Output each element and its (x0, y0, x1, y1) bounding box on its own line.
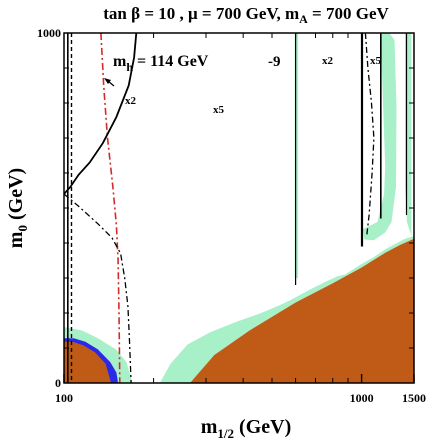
dashdot-contour-right (364, 33, 375, 237)
x-tick-label: 100 (55, 391, 73, 405)
y-axis-label: m0 (GeV) (5, 168, 30, 248)
annotation-x2-right: x2 (322, 55, 334, 67)
annotation-x5-mid: x5 (213, 104, 225, 116)
chart-title: tan β = 10 , μ = 700 GeV, mA = 700 GeV (103, 4, 389, 26)
annotation-x2-left: x2 (125, 95, 137, 107)
x-tick-label: 1500 (402, 391, 426, 405)
x-axis-label: m1/2 (GeV) (201, 416, 292, 441)
axis-ticks: 100 1000 1500 0 1000 (37, 26, 426, 405)
mh-label: mh = 114 GeV (113, 53, 209, 74)
dashdot-contour-left (64, 193, 132, 383)
x-tick-label: 1000 (350, 391, 374, 405)
mh-arrowhead (104, 78, 111, 84)
annotation-minus9: -9 (268, 54, 281, 70)
stau-lsp-region-corner (64, 341, 112, 383)
y-tick-label: 0 (55, 376, 61, 390)
g-minus-2-contour (100, 33, 121, 383)
higgs-mass-contour (64, 33, 138, 195)
relic-band-main (159, 236, 414, 383)
plot-curves (64, 33, 408, 383)
annotation-x5-right: x5 (370, 55, 382, 67)
y-tick-label: 1000 (37, 26, 61, 40)
relic-funnel-right (362, 33, 397, 241)
stau-lsp-region (190, 238, 414, 383)
relic-band-bottom-left (64, 327, 133, 383)
